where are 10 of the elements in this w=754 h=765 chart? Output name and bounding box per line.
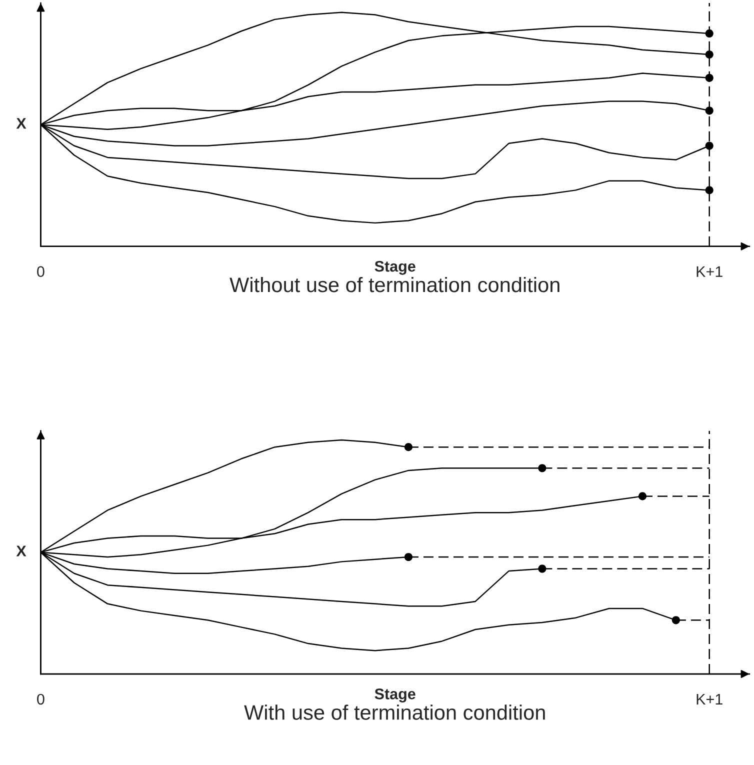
x-tick-label: K+1 [696,266,722,277]
y-axis-title: X [16,118,26,129]
x-tick-label: 0 [37,694,44,705]
text: With use of termination condition [244,704,545,720]
x-axis-title: Stage [374,260,416,275]
y-axis-title: X [16,546,26,556]
x-tick-label: K+1 [696,694,722,704]
text: Without use of termination condition [230,276,560,292]
x-tick-label: 0 [37,266,44,277]
x-axis-title: Stage [374,688,416,702]
